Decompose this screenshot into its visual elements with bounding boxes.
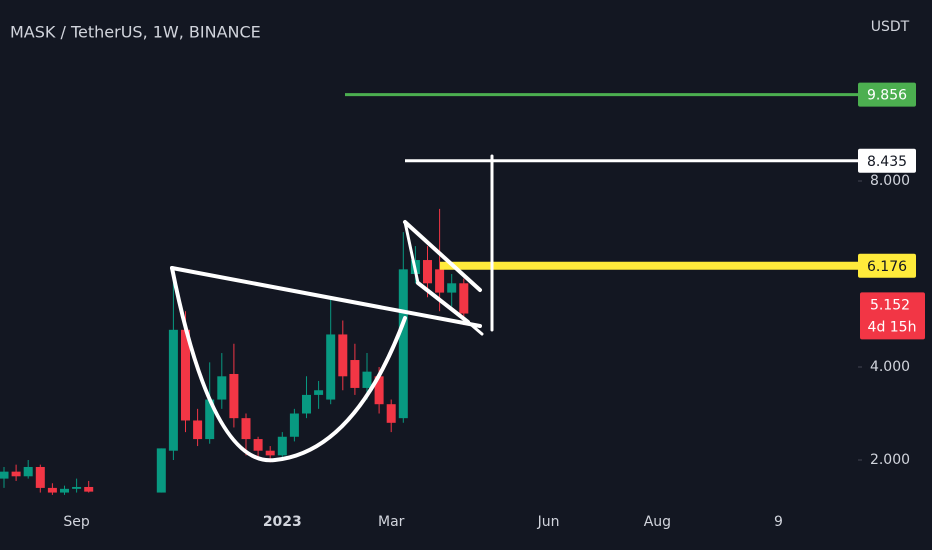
y-tick-label: 8.000 <box>870 173 910 189</box>
candle-body <box>229 373 239 419</box>
level-tag-label: 8.435 <box>867 154 907 170</box>
last-price-label: 5.152 <box>870 297 910 313</box>
candle-body <box>241 418 251 440</box>
pattern-drawings <box>170 154 494 463</box>
candle-body <box>277 436 287 456</box>
level-tag <box>858 253 916 278</box>
candle-body <box>350 360 360 388</box>
rim-line <box>170 266 482 328</box>
flag-tip <box>466 320 484 336</box>
candle-body <box>168 329 178 451</box>
y-tick-label: 2.000 <box>870 452 910 468</box>
candle-body <box>374 376 384 405</box>
candle-body <box>302 394 311 414</box>
axis-unit: USDT <box>871 19 910 35</box>
candle-body <box>289 413 299 437</box>
x-tick-label: 9 <box>774 514 783 530</box>
candle-body <box>386 404 396 423</box>
candle-body <box>217 376 227 400</box>
candle-body <box>23 466 33 477</box>
candle-body <box>47 487 57 493</box>
candle-body <box>326 334 336 400</box>
x-tick-label: 2023 <box>263 514 302 530</box>
x-tick-label: Jun <box>537 514 560 530</box>
level-tag <box>858 148 916 173</box>
candle-body <box>459 283 469 314</box>
candle-body <box>398 269 408 419</box>
candle-body <box>60 488 69 493</box>
candle-body <box>435 269 445 293</box>
x-tick-label: Sep <box>63 514 90 530</box>
candle-body <box>35 466 45 488</box>
candle-body <box>193 420 203 440</box>
flag-bottom <box>416 281 470 324</box>
x-tick-label: Aug <box>644 514 671 530</box>
flag-pole <box>403 220 420 285</box>
candle-body <box>0 471 9 479</box>
candle-body <box>423 260 432 284</box>
candle-body <box>72 486 82 489</box>
candle-body <box>253 439 263 451</box>
candle-body <box>84 486 94 492</box>
candle-body <box>447 283 457 293</box>
candle-body <box>11 471 21 477</box>
y-tick-label: 4.000 <box>870 359 910 375</box>
level-tag-label: 6.176 <box>867 259 907 275</box>
level-tag <box>858 82 916 107</box>
level-tag-label: 9.856 <box>867 88 907 104</box>
candle-body <box>156 448 166 493</box>
candle-body <box>362 371 372 388</box>
x-tick-label: Mar <box>378 514 405 530</box>
candle-body <box>314 390 324 395</box>
countdown-label: 4d 15h <box>868 319 917 335</box>
last-price-tag <box>860 292 925 340</box>
cup-curve <box>170 266 407 463</box>
chart-title: MASK / TetherUS, 1W, BINANCE <box>10 23 261 42</box>
candle-body <box>181 329 190 421</box>
flag-top <box>403 220 482 292</box>
candle-body <box>338 334 348 377</box>
candle-body <box>265 450 275 456</box>
candle-body <box>205 399 215 440</box>
